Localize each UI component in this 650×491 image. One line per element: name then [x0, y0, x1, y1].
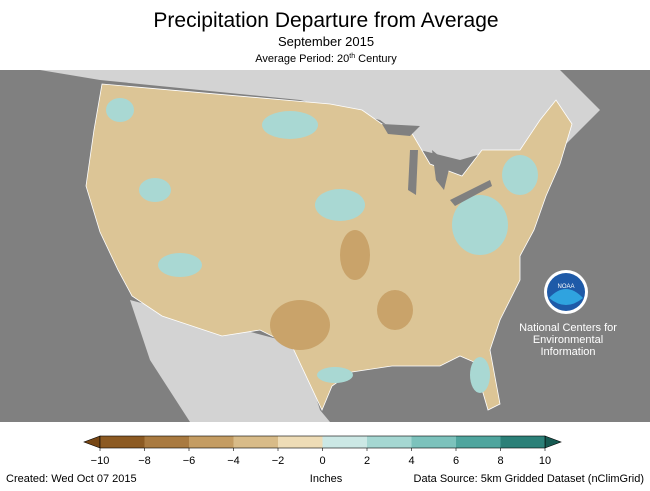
average-period-text: Century	[355, 53, 397, 65]
logo-wave	[549, 289, 583, 305]
noaa-logo: NOAA	[544, 270, 588, 314]
wet-area	[315, 189, 365, 221]
wet-area	[317, 367, 353, 383]
legend-tick-label: 0	[319, 455, 325, 467]
legend-over	[544, 435, 562, 449]
legend-swatch	[322, 436, 367, 448]
legend-swatch	[278, 436, 323, 448]
logo-emblem: NOAA	[557, 284, 574, 290]
average-period-text: Average Period: 20	[255, 53, 349, 65]
lake	[408, 150, 418, 195]
canada	[40, 70, 600, 190]
dry-area	[270, 300, 330, 350]
legend-tick-label: −10	[91, 455, 110, 467]
wet-area	[106, 98, 134, 122]
logo-text: Environmental	[533, 334, 603, 346]
great-lakes	[382, 124, 492, 206]
legend-under	[83, 435, 101, 449]
created: Created: Wed Oct 07 2015	[6, 473, 137, 485]
wet-area	[262, 111, 318, 139]
title: Precipitation Departure from Average	[153, 9, 498, 32]
legend-swatch	[233, 436, 278, 448]
map	[0, 70, 650, 422]
logo-text: National Centers for	[519, 322, 617, 334]
logo-text: Information	[540, 346, 595, 358]
wet-area	[158, 253, 202, 277]
subtitle: September 2015	[278, 34, 374, 49]
mexico	[130, 300, 330, 422]
wet-area	[139, 178, 171, 202]
dry-areas	[270, 230, 413, 350]
legend-tick-label: 8	[497, 455, 503, 467]
legend-swatch	[189, 436, 234, 448]
dry-area	[340, 230, 370, 280]
legend-tick-label: 6	[453, 455, 459, 467]
wet-area	[470, 357, 490, 393]
legend-tick-label: 4	[408, 455, 414, 467]
legend-unit: Inches	[310, 473, 343, 485]
legend-tick-label: −4	[227, 455, 240, 467]
legend-swatch	[456, 436, 501, 448]
legend-swatch	[411, 436, 456, 448]
wet-area	[502, 155, 538, 195]
legend-swatch	[500, 436, 545, 448]
data-source: Data Source: 5km Gridded Dataset (nClimG…	[414, 473, 644, 485]
legend-tick-label: 2	[364, 455, 370, 467]
legend-tick-label: −8	[138, 455, 151, 467]
dry-area	[377, 290, 413, 330]
legend-swatch	[144, 436, 189, 448]
average-period-sup: th	[349, 53, 355, 60]
legend-tick-label: −2	[272, 455, 285, 467]
lake	[382, 124, 420, 136]
average-period: Average Period: 20th Century	[255, 53, 397, 65]
us-land	[85, 83, 573, 411]
legend-tick-label: 10	[539, 455, 551, 467]
wet-areas	[106, 98, 538, 393]
wet-area	[452, 195, 508, 255]
lake	[432, 150, 450, 190]
lake	[450, 180, 492, 206]
legend-tick-label: −6	[183, 455, 196, 467]
legend-swatch	[100, 436, 145, 448]
legend-swatch	[367, 436, 412, 448]
